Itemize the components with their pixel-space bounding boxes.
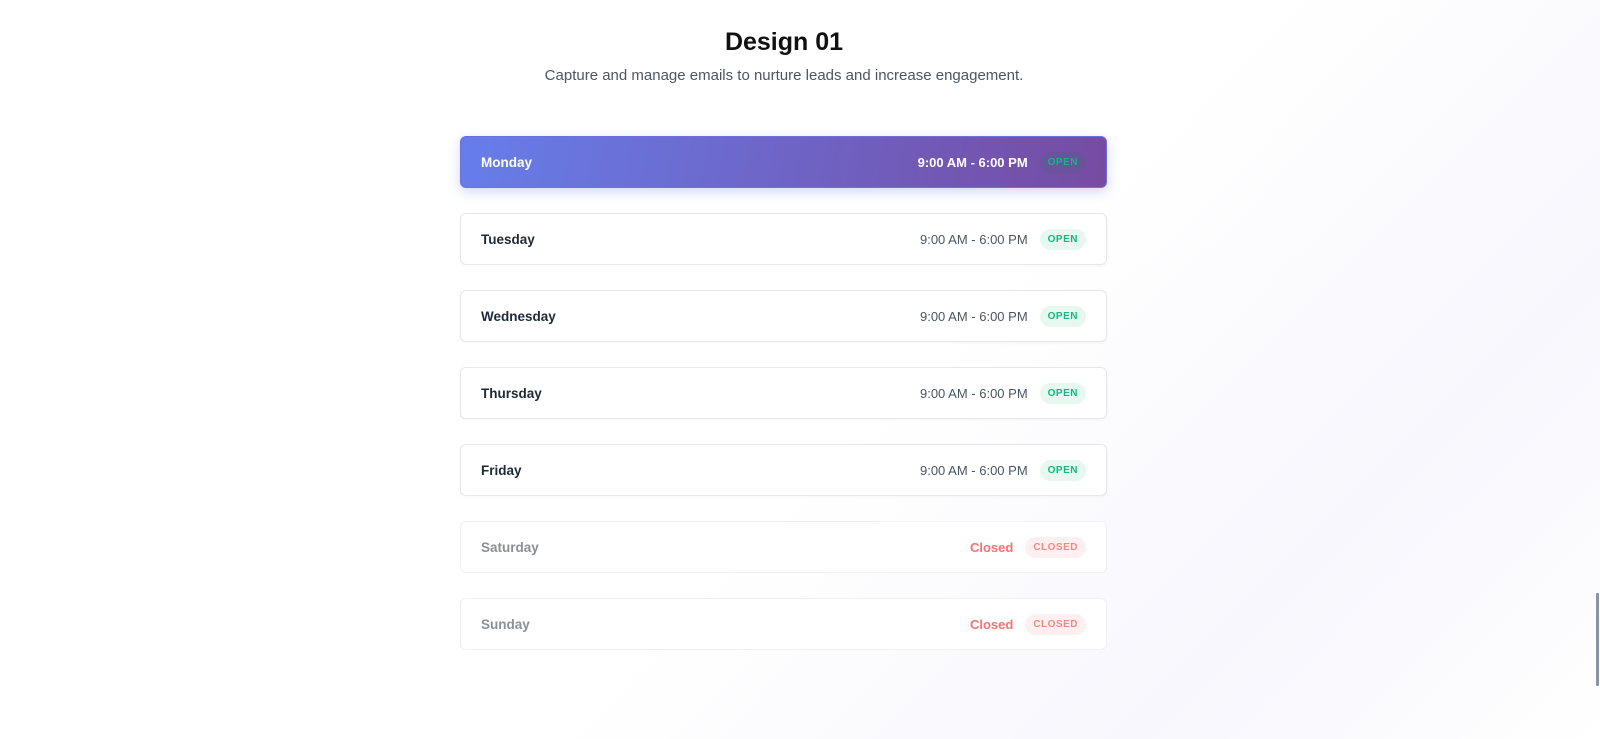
day-row-tuesday[interactable]: Tuesday 9:00 AM - 6:00 PM OPEN: [460, 213, 1107, 265]
status-badge: OPEN: [1039, 382, 1086, 404]
day-row-thursday[interactable]: Thursday 9:00 AM - 6:00 PM OPEN: [460, 367, 1107, 419]
hours-text: 9:00 AM - 6:00 PM: [917, 154, 1028, 170]
scrollbar-thumb[interactable]: [1596, 593, 1599, 686]
day-label: Sunday: [481, 616, 530, 632]
day-label: Thursday: [481, 385, 542, 401]
day-label: Wednesday: [481, 308, 556, 324]
hours-text: 9:00 AM - 6:00 PM: [919, 231, 1028, 247]
day-row-friday[interactable]: Friday 9:00 AM - 6:00 PM OPEN: [460, 444, 1107, 496]
status-badge: OPEN: [1039, 305, 1086, 327]
status-badge: OPEN: [1039, 151, 1086, 173]
day-row-saturday[interactable]: Saturday Closed CLOSED: [460, 521, 1107, 573]
day-label: Saturday: [481, 539, 539, 555]
day-row-monday[interactable]: Monday 9:00 AM - 6:00 PM OPEN: [460, 136, 1107, 188]
page-subtitle: Capture and manage emails to nurture lea…: [544, 67, 1024, 84]
hours-text: Closed: [969, 616, 1014, 632]
status-badge: CLOSED: [1025, 536, 1086, 558]
day-label: Monday: [481, 154, 533, 170]
day-row-sunday[interactable]: Sunday Closed CLOSED: [460, 598, 1107, 650]
business-hours-list: Monday 9:00 AM - 6:00 PM OPEN Tuesday 9:…: [460, 136, 1107, 675]
day-row-wednesday[interactable]: Wednesday 9:00 AM - 6:00 PM OPEN: [460, 290, 1107, 342]
hours-text: 9:00 AM - 6:00 PM: [919, 462, 1028, 478]
day-label: Friday: [481, 462, 522, 478]
page-title: Design 01: [724, 28, 844, 56]
status-badge: OPEN: [1039, 228, 1086, 250]
hours-text: Closed: [969, 539, 1014, 555]
day-label: Tuesday: [481, 231, 535, 247]
status-badge: CLOSED: [1025, 613, 1086, 635]
hours-text: 9:00 AM - 6:00 PM: [919, 308, 1028, 324]
hours-text: 9:00 AM - 6:00 PM: [919, 385, 1028, 401]
status-badge: OPEN: [1039, 459, 1086, 481]
